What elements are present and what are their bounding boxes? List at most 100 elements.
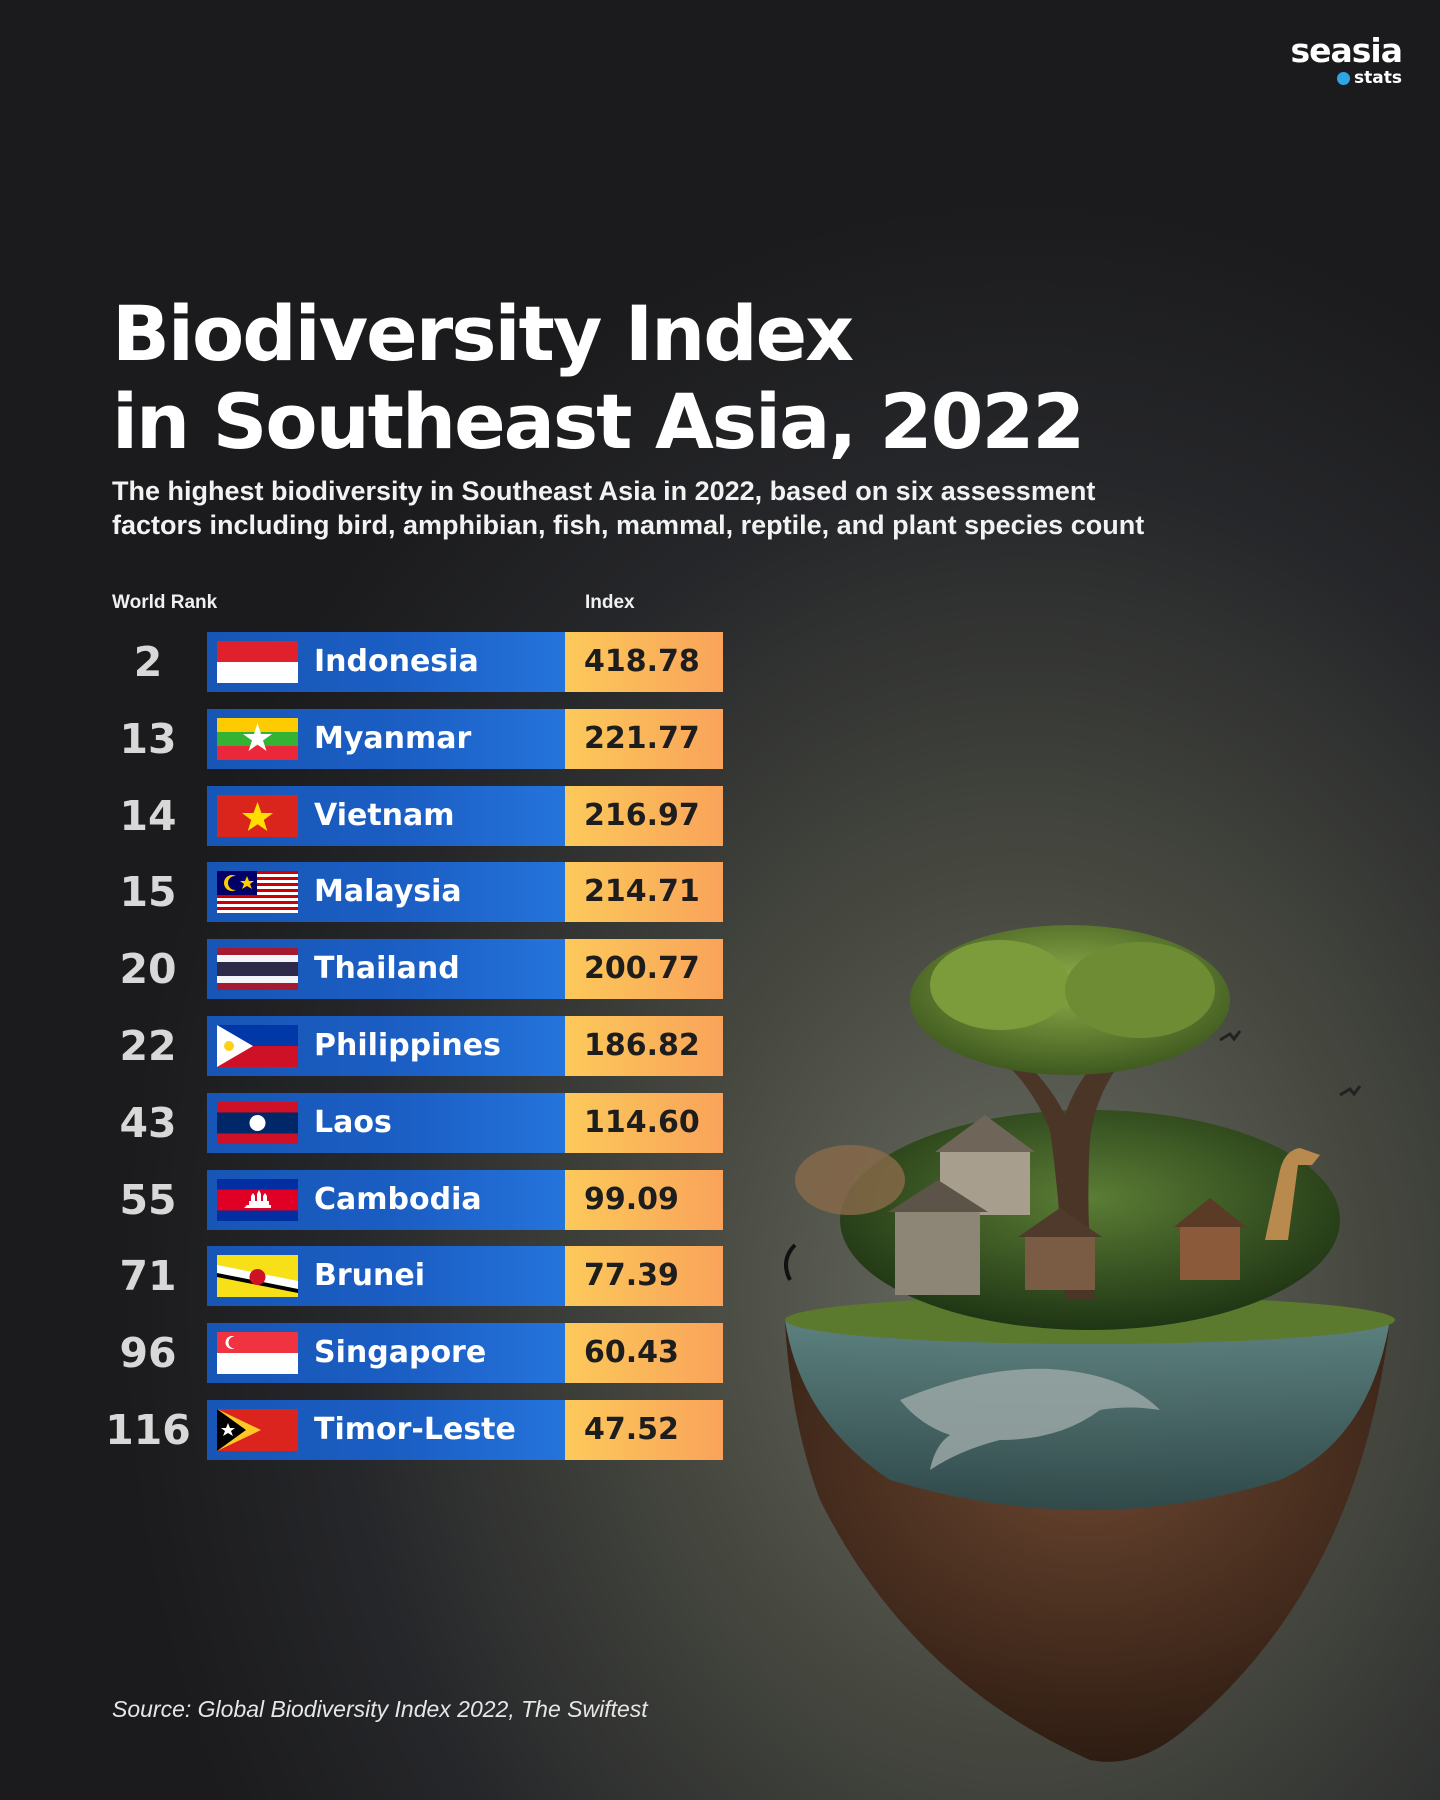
- timor-leste-flag-icon: [217, 1409, 298, 1451]
- index-value-box: 60.43: [565, 1323, 723, 1384]
- dolphin-shape: [900, 1368, 1160, 1470]
- table-row: 71 Brunei 77.39: [0, 1246, 760, 1307]
- house-4: [1180, 1225, 1240, 1280]
- index-value: 186.82: [584, 1028, 700, 1063]
- country-name: Timor-Leste: [314, 1412, 516, 1447]
- rank-label: 96: [119, 1329, 177, 1378]
- country-bar: Thailand: [207, 939, 565, 1000]
- brunei-flag-icon: [217, 1255, 298, 1298]
- rank-label: 71: [119, 1252, 177, 1301]
- country-name: Singapore: [314, 1335, 487, 1371]
- house-3: [1025, 1235, 1095, 1290]
- rank-label: 55: [119, 1175, 177, 1224]
- country-bar: Malaysia: [207, 862, 565, 923]
- tree-trunk: [990, 1040, 1132, 1300]
- country-bar: Singapore: [207, 1323, 565, 1384]
- table-row: 22 Philippines 186.82: [0, 1016, 760, 1076]
- page-subtitle: The highest biodiversity in Southeast As…: [112, 474, 1212, 542]
- country-name: Vietnam: [314, 797, 455, 833]
- index-value: 216.97: [584, 797, 700, 833]
- floating-island-illustration: [784, 925, 1395, 1762]
- rank-label: 13: [119, 714, 177, 763]
- bird-1: [1219, 1030, 1242, 1042]
- myanmar-flag-icon: [217, 717, 298, 760]
- house-2: [895, 1210, 980, 1295]
- country-name: Brunei: [314, 1258, 426, 1294]
- country-bar: Myanmar: [207, 708, 565, 769]
- laos-flag-icon: [217, 1101, 298, 1144]
- index-value-box: 216.97: [565, 785, 723, 846]
- rank-label: 20: [119, 945, 177, 994]
- table-row: 43 Laos 114.60: [0, 1092, 760, 1153]
- brand-subname-text: stats: [1354, 68, 1402, 88]
- country-name: Cambodia: [314, 1181, 482, 1217]
- country-bar: Brunei: [207, 1246, 565, 1307]
- index-value: 418.78: [584, 644, 700, 679]
- giraffe-shape: [1265, 1148, 1320, 1240]
- index-value-box: 114.60: [565, 1092, 723, 1153]
- index-value-box: 221.77: [565, 708, 723, 769]
- bird-3: [784, 1243, 797, 1281]
- country-bar: Cambodia: [207, 1169, 565, 1230]
- malaysia-flag-icon: [217, 871, 298, 914]
- rank-label: 14: [119, 791, 177, 840]
- index-value: 221.77: [584, 720, 700, 756]
- rank-label: 15: [119, 868, 177, 917]
- table-row: 96 Singapore 60.43: [0, 1323, 760, 1384]
- subtitle-line-1: The highest biodiversity in Southeast As…: [112, 476, 1096, 506]
- index-value: 200.77: [584, 951, 700, 987]
- bird-2: [1339, 1085, 1362, 1097]
- index-value: 114.60: [584, 1104, 700, 1140]
- column-header-index: Index: [585, 592, 635, 613]
- title-line-2: in Southeast Asia, 2022: [112, 377, 1085, 466]
- index-value: 77.39: [584, 1258, 679, 1294]
- singapore-flag-icon: [217, 1332, 298, 1375]
- rank-label: 43: [119, 1098, 177, 1147]
- table-row: 14 Vietnam 216.97: [0, 785, 760, 846]
- index-value: 60.43: [584, 1335, 679, 1371]
- index-value: 214.71: [584, 874, 700, 910]
- country-bar: Laos: [207, 1092, 565, 1153]
- table-row: 55 Cambodia 99.09: [0, 1169, 760, 1230]
- rank-label: 116: [105, 1406, 191, 1454]
- country-name: Philippines: [314, 1028, 501, 1063]
- rank-label: 2: [133, 638, 163, 686]
- page-title: Biodiversity Index in Southeast Asia, 20…: [112, 290, 1232, 466]
- cambodia-flag-icon: [217, 1178, 298, 1221]
- table-row: 15 Malaysia 214.71: [0, 862, 760, 923]
- table-row: 116 Timor-Leste 47.52: [0, 1400, 760, 1460]
- rank-label: 22: [119, 1022, 177, 1070]
- country-bar: Indonesia: [207, 632, 565, 692]
- index-value-box: 99.09: [565, 1169, 723, 1230]
- source-note: Source: Global Biodiversity Index 2022, …: [112, 1696, 648, 1722]
- index-value-box: 47.52: [565, 1400, 723, 1460]
- brand-subname: stats: [1337, 70, 1402, 87]
- title-line-1: Biodiversity Index: [112, 289, 854, 378]
- subtitle-line-2: factors including bird, amphibian, fish,…: [112, 510, 1145, 540]
- country-name: Malaysia: [314, 874, 462, 910]
- vietnam-flag-icon: [217, 794, 298, 837]
- autumn-tree: [795, 1145, 905, 1215]
- index-value: 99.09: [584, 1181, 679, 1217]
- country-name: Indonesia: [314, 644, 479, 679]
- country-name: Myanmar: [314, 720, 472, 756]
- index-value-box: 186.82: [565, 1016, 723, 1076]
- index-value-box: 200.77: [565, 939, 723, 1000]
- philippines-flag-icon: [217, 1025, 298, 1067]
- table-row: 20 Thailand 200.77: [0, 939, 760, 1000]
- brand-name: seasia: [1290, 31, 1403, 70]
- index-value-box: 214.71: [565, 862, 723, 923]
- country-name: Laos: [314, 1104, 392, 1140]
- country-bar: Vietnam: [207, 785, 565, 846]
- country-name: Thailand: [314, 951, 460, 987]
- brand-dot-icon: [1337, 72, 1351, 85]
- index-value-box: 77.39: [565, 1246, 723, 1307]
- index-value: 47.52: [584, 1412, 679, 1447]
- thailand-flag-icon: [217, 948, 298, 991]
- indonesia-flag-icon: [217, 641, 298, 683]
- brand-logo: seasia stats: [1290, 31, 1403, 88]
- index-value-box: 418.78: [565, 632, 723, 692]
- table-row: 2 Indonesia 418.78: [0, 632, 760, 692]
- country-bar: Philippines: [207, 1016, 565, 1076]
- table-row: 13 Myanmar 221.77: [0, 708, 760, 769]
